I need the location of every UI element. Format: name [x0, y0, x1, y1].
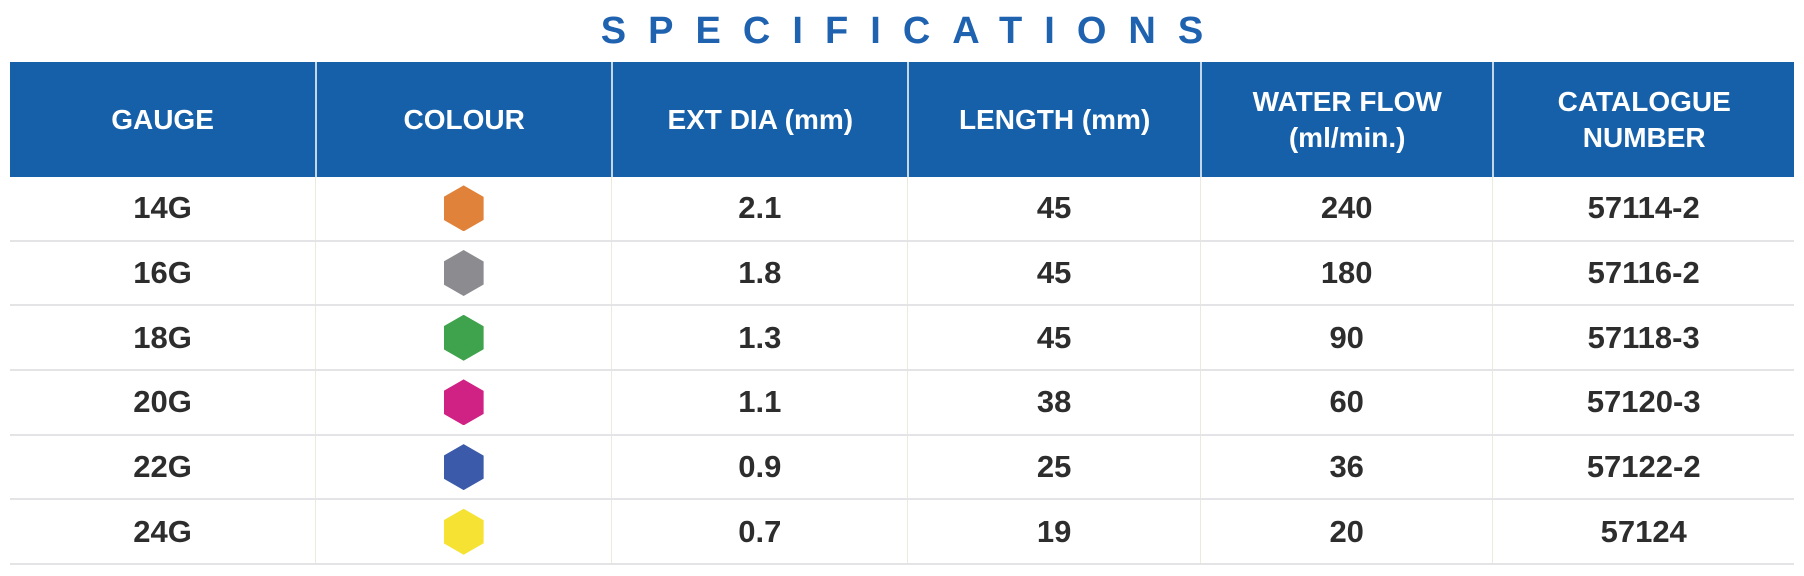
orange-hexagon-swatch: [443, 185, 484, 232]
table-row: 18G 1.3 45 90 57118-3: [10, 306, 1794, 372]
ext_dia-cell: 1.8: [611, 241, 907, 305]
column-header-ext_dia: EXT DIA (mm): [611, 62, 907, 177]
table-row: 24G 0.7 19 20 57124: [10, 500, 1794, 566]
gauge-cell: 24G: [133, 513, 192, 549]
ext_dia-cell: 0.9: [611, 435, 907, 499]
gauge-cell: 14G: [133, 190, 192, 226]
colour-cell: [315, 241, 611, 305]
length-cell: 45: [907, 306, 1200, 370]
title-bar: SPECIFICATIONS: [0, 0, 1804, 62]
water_flow-cell: 36: [1199, 435, 1493, 499]
water_flow-cell: 240: [1199, 177, 1493, 240]
catalogue-cell: 57124: [1492, 500, 1793, 564]
green-hexagon-swatch: [443, 314, 484, 361]
colour-cell: [315, 371, 611, 434]
ext_dia-cell: 1.1: [611, 371, 907, 434]
gauge-cell: 18G: [133, 319, 192, 355]
catalogue-cell: 57118-3: [1492, 306, 1793, 370]
length-cell: 19: [907, 500, 1200, 564]
table-row: 22G 0.9 25 36 57122-2: [10, 435, 1794, 501]
ext_dia-cell: 2.1: [611, 177, 907, 240]
ext_dia-cell: 0.7: [611, 500, 907, 564]
colour-cell: [315, 306, 611, 370]
ext_dia-cell: 1.3: [611, 306, 907, 370]
water_flow-cell: 180: [1199, 241, 1493, 305]
gauge-cell: 16G: [133, 255, 192, 291]
length-cell: 38: [907, 371, 1200, 434]
water_flow-cell: 90: [1199, 306, 1493, 370]
colour-cell: [315, 500, 611, 564]
gauge-cell: 22G: [133, 449, 192, 485]
table-row: 16G 1.8 45 180 57116-2: [10, 241, 1794, 307]
yellow-hexagon-swatch: [443, 508, 484, 555]
grey-hexagon-swatch: [443, 250, 484, 297]
blue-hexagon-swatch: [443, 444, 484, 491]
length-cell: 45: [907, 241, 1200, 305]
specifications-table: GAUGE COLOUR EXT DIA (mm) LENGTH (mm) WATER …: [10, 62, 1794, 566]
colour-cell: [315, 435, 611, 499]
column-header-colour: COLOUR: [315, 62, 611, 177]
catalogue-cell: 57116-2: [1492, 241, 1793, 305]
catalogue-cell: 57114-2: [1492, 177, 1793, 240]
catalogue-cell: 57120-3: [1492, 371, 1793, 434]
gauge-cell: 20G: [133, 384, 192, 420]
column-header-gauge: GAUGE: [111, 103, 214, 135]
column-header-water_flow: WATER FLOW (ml/min.): [1199, 62, 1493, 177]
column-header-catalogue: CATALOGUE NUMBER: [1492, 62, 1793, 177]
colour-cell: [315, 177, 611, 240]
column-header-length: LENGTH (mm): [907, 62, 1200, 177]
water_flow-cell: 60: [1199, 371, 1493, 434]
page-title: SPECIFICATIONS: [600, 9, 1226, 52]
table-header-row: GAUGE COLOUR EXT DIA (mm) LENGTH (mm) WATER …: [10, 62, 1794, 177]
catalogue-cell: 57122-2: [1492, 435, 1793, 499]
length-cell: 45: [907, 177, 1200, 240]
table-row: 20G 1.1 38 60 57120-3: [10, 371, 1794, 436]
water_flow-cell: 20: [1199, 500, 1493, 564]
length-cell: 25: [907, 435, 1200, 499]
table-body: 14G 2.1 45 240 57114-2 16G 1.8 45 180 57116-2 18G 1…: [10, 177, 1794, 566]
pink-hexagon-swatch: [443, 379, 484, 426]
table-row: 14G 2.1 45 240 57114-2: [10, 177, 1794, 242]
